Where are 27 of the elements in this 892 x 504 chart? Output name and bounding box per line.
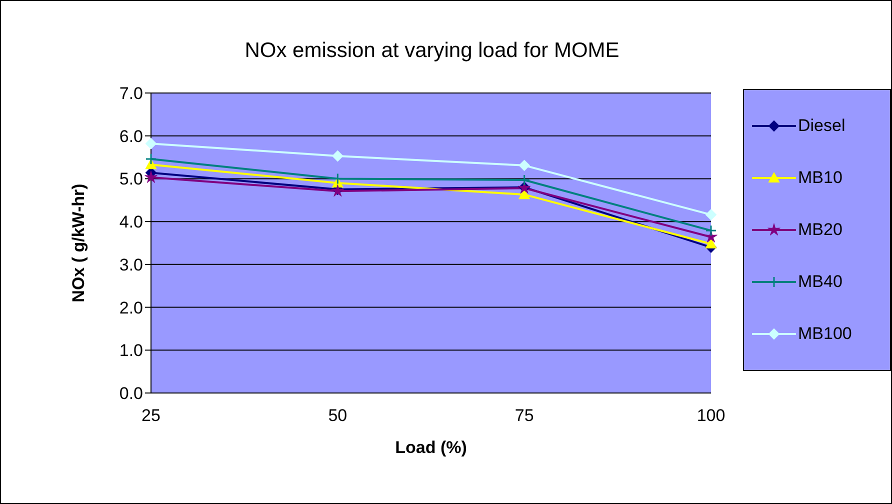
y-tick-label: 7.0 bbox=[119, 84, 143, 104]
chart-title: NOx emission at varying load for MOME bbox=[244, 39, 620, 63]
y-tick-label: 2.0 bbox=[119, 298, 143, 318]
point bbox=[518, 189, 530, 200]
legend-label: Diesel bbox=[798, 116, 846, 136]
x-tick-label: 50 bbox=[328, 406, 348, 426]
y-tick-label: 6.0 bbox=[119, 126, 143, 146]
x-tick-label: 25 bbox=[142, 406, 160, 426]
x-tick-label: 100 bbox=[696, 406, 726, 426]
x-tick-label: 75 bbox=[514, 406, 534, 426]
x-axis-title: Load (%) bbox=[395, 438, 467, 457]
legend-label: MB40 bbox=[798, 272, 842, 292]
point bbox=[144, 170, 158, 183]
point bbox=[518, 160, 530, 171]
legend-label: MB100 bbox=[798, 324, 852, 344]
y-tick-label: 4.0 bbox=[119, 212, 143, 232]
y-tick-label: 0.0 bbox=[119, 384, 143, 404]
y-axis-title: NOx ( g/kW-hr) bbox=[69, 184, 88, 302]
y-tick-label: 3.0 bbox=[119, 255, 143, 274]
legend-label: MB20 bbox=[798, 220, 842, 240]
point bbox=[706, 209, 716, 220]
point bbox=[146, 138, 156, 150]
point bbox=[332, 150, 344, 162]
legend-label: MB10 bbox=[798, 168, 842, 188]
y-tick-label: 5.0 bbox=[119, 170, 143, 189]
y-tick-label: 1.0 bbox=[119, 341, 143, 360]
point bbox=[706, 238, 716, 248]
